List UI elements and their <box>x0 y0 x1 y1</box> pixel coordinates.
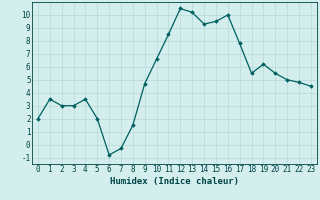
X-axis label: Humidex (Indice chaleur): Humidex (Indice chaleur) <box>110 177 239 186</box>
